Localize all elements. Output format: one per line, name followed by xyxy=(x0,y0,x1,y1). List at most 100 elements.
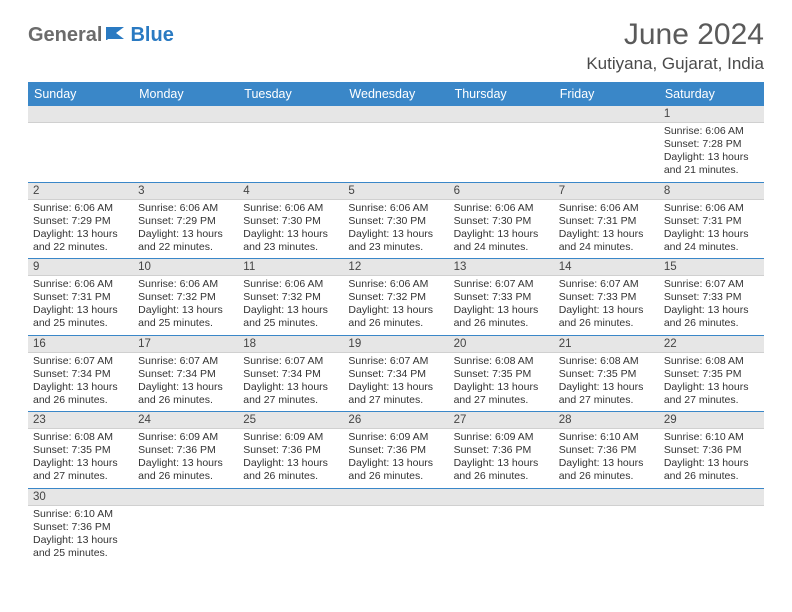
daylight-line: Daylight: 13 hours and 27 minutes. xyxy=(33,457,128,483)
calendar-table: Sunday Monday Tuesday Wednesday Thursday… xyxy=(28,82,764,564)
sunset-line: Sunset: 7:36 PM xyxy=(138,444,233,457)
sunrise-line: Sunrise: 6:06 AM xyxy=(454,202,549,215)
calendar-week-row: 23Sunrise: 6:08 AMSunset: 7:35 PMDayligh… xyxy=(28,412,764,489)
day-details: Sunrise: 6:09 AMSunset: 7:36 PMDaylight:… xyxy=(343,429,448,488)
day-details: Sunrise: 6:09 AMSunset: 7:36 PMDaylight:… xyxy=(449,429,554,488)
calendar-day-cell: 24Sunrise: 6:09 AMSunset: 7:36 PMDayligh… xyxy=(133,412,238,489)
day-number: 3 xyxy=(133,183,238,200)
calendar-day-cell xyxy=(554,488,659,564)
daylight-line: Daylight: 13 hours and 25 minutes. xyxy=(138,304,233,330)
sunset-line: Sunset: 7:31 PM xyxy=(33,291,128,304)
weekday-header: Friday xyxy=(554,82,659,106)
day-number: 30 xyxy=(28,489,133,506)
daylight-line: Daylight: 13 hours and 26 minutes. xyxy=(559,304,654,330)
location-subtitle: Kutiyana, Gujarat, India xyxy=(586,54,764,74)
sunrise-line: Sunrise: 6:06 AM xyxy=(348,202,443,215)
daylight-line: Daylight: 13 hours and 22 minutes. xyxy=(33,228,128,254)
sunset-line: Sunset: 7:34 PM xyxy=(138,368,233,381)
day-details: Sunrise: 6:07 AMSunset: 7:34 PMDaylight:… xyxy=(343,353,448,412)
daylight-line: Daylight: 13 hours and 23 minutes. xyxy=(348,228,443,254)
sunrise-line: Sunrise: 6:06 AM xyxy=(664,125,759,138)
daylight-line: Daylight: 13 hours and 26 minutes. xyxy=(559,457,654,483)
sunrise-line: Sunrise: 6:06 AM xyxy=(33,202,128,215)
day-details: Sunrise: 6:07 AMSunset: 7:34 PMDaylight:… xyxy=(28,353,133,412)
day-number: 15 xyxy=(659,259,764,276)
day-number: 24 xyxy=(133,412,238,429)
calendar-day-cell xyxy=(133,488,238,564)
sunset-line: Sunset: 7:35 PM xyxy=(664,368,759,381)
calendar-day-cell: 6Sunrise: 6:06 AMSunset: 7:30 PMDaylight… xyxy=(449,182,554,259)
day-details: Sunrise: 6:09 AMSunset: 7:36 PMDaylight:… xyxy=(238,429,343,488)
calendar-day-cell: 23Sunrise: 6:08 AMSunset: 7:35 PMDayligh… xyxy=(28,412,133,489)
day-number: 4 xyxy=(238,183,343,200)
day-number xyxy=(133,489,238,506)
day-details: Sunrise: 6:07 AMSunset: 7:34 PMDaylight:… xyxy=(238,353,343,412)
day-number xyxy=(238,106,343,123)
calendar-week-row: 1Sunrise: 6:06 AMSunset: 7:28 PMDaylight… xyxy=(28,106,764,182)
day-number xyxy=(133,106,238,123)
day-number: 14 xyxy=(554,259,659,276)
calendar-day-cell: 19Sunrise: 6:07 AMSunset: 7:34 PMDayligh… xyxy=(343,335,448,412)
day-number: 16 xyxy=(28,336,133,353)
calendar-day-cell: 20Sunrise: 6:08 AMSunset: 7:35 PMDayligh… xyxy=(449,335,554,412)
day-number: 11 xyxy=(238,259,343,276)
day-details xyxy=(343,506,448,512)
sunset-line: Sunset: 7:32 PM xyxy=(348,291,443,304)
sunset-line: Sunset: 7:30 PM xyxy=(348,215,443,228)
sunset-line: Sunset: 7:30 PM xyxy=(243,215,338,228)
sunrise-line: Sunrise: 6:06 AM xyxy=(138,202,233,215)
calendar-day-cell: 27Sunrise: 6:09 AMSunset: 7:36 PMDayligh… xyxy=(449,412,554,489)
day-number: 8 xyxy=(659,183,764,200)
day-details: Sunrise: 6:06 AMSunset: 7:29 PMDaylight:… xyxy=(133,200,238,259)
day-details: Sunrise: 6:08 AMSunset: 7:35 PMDaylight:… xyxy=(659,353,764,412)
day-number: 20 xyxy=(449,336,554,353)
day-number: 22 xyxy=(659,336,764,353)
calendar-day-cell xyxy=(343,488,448,564)
sunrise-line: Sunrise: 6:07 AM xyxy=(348,355,443,368)
daylight-line: Daylight: 13 hours and 25 minutes. xyxy=(243,304,338,330)
sunset-line: Sunset: 7:35 PM xyxy=(454,368,549,381)
day-number: 25 xyxy=(238,412,343,429)
day-number xyxy=(554,489,659,506)
day-number: 10 xyxy=(133,259,238,276)
weekday-header: Saturday xyxy=(659,82,764,106)
calendar-week-row: 30Sunrise: 6:10 AMSunset: 7:36 PMDayligh… xyxy=(28,488,764,564)
calendar-day-cell: 9Sunrise: 6:06 AMSunset: 7:31 PMDaylight… xyxy=(28,259,133,336)
day-details xyxy=(554,506,659,512)
day-number xyxy=(554,106,659,123)
sunrise-line: Sunrise: 6:06 AM xyxy=(243,202,338,215)
logo-text-1: General xyxy=(28,24,102,47)
sunrise-line: Sunrise: 6:09 AM xyxy=(243,431,338,444)
calendar-day-cell: 22Sunrise: 6:08 AMSunset: 7:35 PMDayligh… xyxy=(659,335,764,412)
daylight-line: Daylight: 13 hours and 27 minutes. xyxy=(348,381,443,407)
day-number xyxy=(659,489,764,506)
day-number xyxy=(343,489,448,506)
logo: General Blue xyxy=(28,24,174,47)
weekday-header: Tuesday xyxy=(238,82,343,106)
day-number: 27 xyxy=(449,412,554,429)
calendar-day-cell: 12Sunrise: 6:06 AMSunset: 7:32 PMDayligh… xyxy=(343,259,448,336)
day-details: Sunrise: 6:07 AMSunset: 7:34 PMDaylight:… xyxy=(133,353,238,412)
day-number xyxy=(449,489,554,506)
sunset-line: Sunset: 7:34 PM xyxy=(33,368,128,381)
daylight-line: Daylight: 13 hours and 26 minutes. xyxy=(138,457,233,483)
sunrise-line: Sunrise: 6:06 AM xyxy=(559,202,654,215)
day-number xyxy=(449,106,554,123)
daylight-line: Daylight: 13 hours and 23 minutes. xyxy=(243,228,338,254)
sunset-line: Sunset: 7:36 PM xyxy=(348,444,443,457)
sunrise-line: Sunrise: 6:10 AM xyxy=(559,431,654,444)
sunset-line: Sunset: 7:31 PM xyxy=(664,215,759,228)
day-number: 12 xyxy=(343,259,448,276)
day-details: Sunrise: 6:08 AMSunset: 7:35 PMDaylight:… xyxy=(449,353,554,412)
daylight-line: Daylight: 13 hours and 27 minutes. xyxy=(243,381,338,407)
calendar-day-cell: 21Sunrise: 6:08 AMSunset: 7:35 PMDayligh… xyxy=(554,335,659,412)
day-details: Sunrise: 6:06 AMSunset: 7:32 PMDaylight:… xyxy=(343,276,448,335)
title-block: June 2024 Kutiyana, Gujarat, India xyxy=(586,18,764,74)
daylight-line: Daylight: 13 hours and 24 minutes. xyxy=(454,228,549,254)
daylight-line: Daylight: 13 hours and 26 minutes. xyxy=(138,381,233,407)
day-details: Sunrise: 6:07 AMSunset: 7:33 PMDaylight:… xyxy=(554,276,659,335)
sunset-line: Sunset: 7:33 PM xyxy=(559,291,654,304)
calendar-day-cell: 29Sunrise: 6:10 AMSunset: 7:36 PMDayligh… xyxy=(659,412,764,489)
calendar-week-row: 9Sunrise: 6:06 AMSunset: 7:31 PMDaylight… xyxy=(28,259,764,336)
sunrise-line: Sunrise: 6:09 AM xyxy=(348,431,443,444)
